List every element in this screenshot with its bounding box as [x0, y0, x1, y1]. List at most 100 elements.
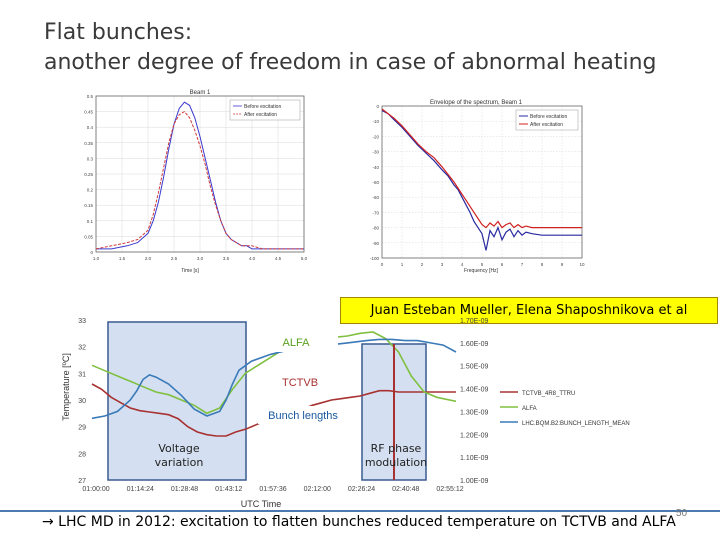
chart1-ytick: 0 [90, 250, 93, 255]
chart3-xtick: 01:57:36 [259, 486, 286, 493]
chart3-y2tick: 1.20E-09 [460, 432, 489, 439]
label-voltage-variation: Voltage variation [155, 442, 204, 469]
chart2-ytick: -70 [372, 210, 379, 215]
chart1-xtick: 1.5 [119, 256, 126, 261]
chart2-ytick: 0 [376, 104, 379, 109]
title-line-2: another degree of freedom in case of abn… [44, 50, 657, 75]
chart3-xtick: 01:00:00 [82, 486, 109, 493]
chart2-ytick: -50 [372, 180, 379, 185]
chart2-xtick: 5 [481, 262, 484, 267]
chart2-legend-1: After excitation [530, 122, 563, 128]
chart3-ylabel: Temperature [ºC] [61, 353, 71, 421]
chart1-xtick: 5.0 [301, 256, 308, 261]
chart1-ytick: 0.05 [84, 234, 93, 239]
chart2-ytick: -40 [372, 165, 379, 170]
chart3-ytick: 33 [78, 318, 86, 325]
chart2-ytick: -90 [372, 241, 379, 246]
spectrum-envelope-chart: Envelope of the spectrum, Beam 1 0 -10 -20… [366, 96, 590, 274]
beam1-profile-chart: Beam 1 0.5 0.45 0.4 0.35 0.3 0.25 0.2 0.15 0.1 0.… [80, 86, 310, 276]
title-line-1: Flat bunches: [44, 20, 193, 45]
label-bunch-box [258, 406, 348, 424]
chart1-xtick: 2.5 [171, 256, 178, 261]
chart3-ytick: 28 [78, 451, 86, 458]
label-tctvb: TCTVB [282, 377, 318, 389]
label-bunch-lengths: Bunch lengths [268, 410, 338, 422]
chart2-xtick: 0 [381, 262, 384, 267]
chart3-xtick: 01:43:12 [215, 486, 242, 493]
chart3-y2tick: 1.60E-09 [460, 341, 489, 348]
chart2-xtick: 4 [461, 262, 464, 267]
chart1-ytick: 0.5 [87, 94, 94, 99]
voltage-variation-box [107, 321, 247, 481]
chart2-xtick: 8 [541, 262, 544, 267]
chart1-legend: Before excitation After excitation [229, 99, 301, 121]
chart2-legend-0: Before excitation [530, 114, 567, 120]
chart3-xtick: 02:26:24 [348, 486, 375, 493]
temperature-chart: Temperature [ºC] 33 32 31 30 29 28 27 1.70E-09… [61, 318, 630, 509]
chart1-ytick: 0.25 [84, 172, 93, 177]
chart3-xlabel: UTC Time [241, 499, 282, 509]
chart3-ytick: 29 [78, 425, 86, 432]
chart2-xlabel: Frequency [Hz] [464, 268, 499, 274]
chart1-ytick: 0.2 [87, 188, 94, 193]
chart2-ytick: -80 [372, 226, 379, 231]
chart3-y2tick: 1.50E-09 [460, 364, 489, 371]
chart3-series-2 [91, 338, 457, 420]
chart1-xtick: 3.0 [197, 256, 204, 261]
chart3-y2tick: 1.00E-09 [460, 478, 489, 485]
chart2-xtick: 9 [561, 262, 564, 267]
chart3-y2tick: 1.30E-09 [460, 409, 489, 416]
chart1-ytick: 0.15 [84, 203, 93, 208]
chart3-xtick: 01:28:48 [171, 486, 198, 493]
label-alfa: ALFA [283, 337, 311, 349]
footer-text: → LHC MD in 2012: excitation to flatten … [42, 514, 676, 530]
label-rf-phase-modulation: RF phase modulation [365, 442, 427, 469]
chart1-title: Beam 1 [190, 90, 211, 96]
label-tctvb-box [264, 373, 336, 391]
chart1-xtick: 2.0 [145, 256, 152, 261]
chart3-legend: TCTVB_4R8_TTRU ALFA LHC.BQM.B2:BUNCH_LEN… [500, 391, 630, 427]
chart1-ytick: 0.4 [87, 125, 94, 130]
chart1-ytick: 0.1 [87, 219, 94, 224]
chart3-ytick: 30 [78, 398, 86, 405]
chart1-legend-1: After excitation [244, 112, 277, 118]
chart2-title: Envelope of the spectrum, Beam 1 [430, 100, 523, 106]
chart2-xtick: 1 [401, 262, 404, 267]
chart1-xtick: 1.0 [93, 256, 100, 261]
chart3-ytick: 32 [78, 345, 86, 352]
chart2-xtick: 6 [501, 262, 504, 267]
chart1-ytick: 0.45 [84, 110, 93, 115]
chart1-ytick: 0.35 [84, 141, 93, 146]
chart3-ytick: 31 [78, 371, 86, 378]
chart3-y2tick: 1.40E-09 [460, 387, 489, 394]
chart3-ytick: 27 [78, 478, 86, 485]
chart2-ytick: -10 [372, 119, 379, 124]
chart1-xtick: 4.0 [249, 256, 256, 261]
chart2-xtick: 10 [579, 262, 585, 267]
chart3-xtick: 02:12:00 [304, 486, 331, 493]
chart2-xtick: 7 [521, 262, 524, 267]
label-alfa-box [254, 332, 338, 352]
chart1-ytick: 0.3 [87, 156, 94, 161]
chart2-xtick: 3 [441, 262, 444, 267]
chart1-legend-0: Before excitation [244, 104, 281, 110]
chart1-series-1 [95, 110, 304, 250]
chart2-series-1 [381, 108, 582, 229]
chart2-ytick: -20 [372, 134, 379, 139]
chart3-xtick: 02:55:12 [436, 486, 463, 493]
chart3-legend-2: LHC.BQM.B2:BUNCH_LENGTH_MEAN [522, 421, 630, 427]
chart1-xtick: 4.5 [275, 256, 282, 261]
chart1-xlabel: Time [s] [181, 268, 199, 274]
chart2-ytick: -60 [372, 195, 379, 200]
chart2-xtick: 2 [421, 262, 424, 267]
chart3-y2tick: 1.10E-09 [460, 455, 489, 462]
chart2-series-0 [381, 110, 582, 251]
chart2-ytick: -30 [372, 150, 379, 155]
footer-bar [0, 510, 720, 542]
chart3-y2tick: 1.70E-09 [460, 318, 489, 325]
chart1-xtick: 3.5 [223, 256, 230, 261]
slide-title: Flat bunches: another degree of freedom … [44, 18, 657, 78]
chart3-legend-0: TCTVB_4R8_TTRU [522, 391, 575, 397]
chart3-legend-1: ALFA [522, 406, 537, 412]
credit-banner: Juan Esteban Mueller, Elena Shaposhnikov… [340, 297, 718, 324]
